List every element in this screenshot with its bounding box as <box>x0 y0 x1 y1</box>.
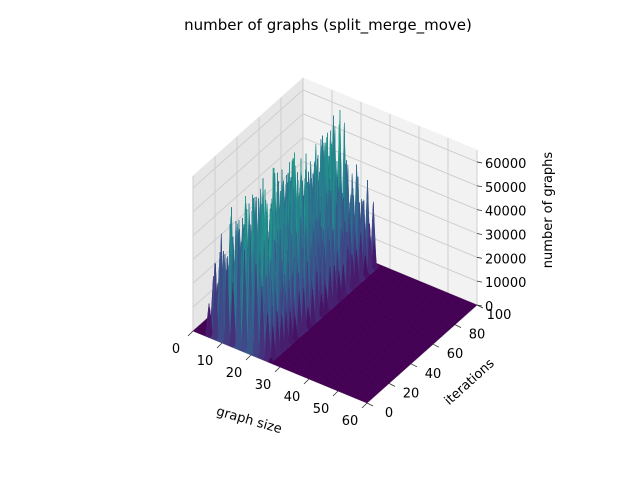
z-axis-label: number of graphs <box>541 152 556 269</box>
x-tick-mark <box>245 354 252 361</box>
x-tick-label: 30 <box>255 378 272 393</box>
grid-line-z <box>192 137 478 236</box>
y-tick-mark <box>366 402 374 407</box>
surface-plot <box>192 109 478 404</box>
z-tick-mark <box>476 304 483 307</box>
z-tick-mark <box>476 209 483 212</box>
y-tick-mark <box>388 383 396 387</box>
x-tick-label: 0 <box>172 342 180 357</box>
z-tick-mark <box>476 185 483 188</box>
y-tick-label: 0 <box>385 406 393 421</box>
z-tick-label: 30000 <box>485 228 526 243</box>
y-tick-mark <box>410 363 418 368</box>
x-tick-label: 20 <box>226 366 243 381</box>
z-tick-mark <box>476 256 483 259</box>
x-axis-label: graph size <box>214 404 283 437</box>
z-tick-label: 20000 <box>485 252 526 267</box>
x-tick-label: 50 <box>313 402 330 417</box>
z-tick-label: 0 <box>485 300 493 315</box>
y-tick-label: 80 <box>469 328 486 343</box>
x-tick-label: 10 <box>197 354 214 369</box>
x-tick-mark <box>303 378 310 385</box>
chart-title: number of graphs (split_merge_move) <box>184 16 472 35</box>
y-tick-mark <box>454 324 462 328</box>
grid-line-z <box>192 160 478 260</box>
y-tick-mark <box>432 343 440 348</box>
x-tick-mark <box>216 342 223 349</box>
y-tick-label: 100 <box>487 308 512 323</box>
x-tick-mark <box>274 366 281 373</box>
y-tick-label: 60 <box>447 347 464 362</box>
z-tick-mark <box>476 233 483 235</box>
y-tick-label: 40 <box>425 367 442 382</box>
x-tick-mark <box>332 390 339 397</box>
z-tick-mark <box>476 280 483 283</box>
surface-patch <box>363 399 370 404</box>
y-tick-label: 20 <box>403 386 420 401</box>
z-tick-label: 60000 <box>485 157 526 172</box>
x-tick-label: 60 <box>342 414 359 429</box>
grid-line-z <box>192 113 478 213</box>
z-tick-label: 50000 <box>485 181 526 196</box>
z-tick-mark <box>476 161 483 164</box>
y-axis-label: iterations <box>442 356 498 409</box>
z-tick-label: 40000 <box>485 205 526 220</box>
grid-line-z <box>192 89 478 189</box>
x-tick-mark <box>187 330 194 337</box>
x-tick-label: 40 <box>284 390 301 405</box>
x-tick-mark <box>361 402 368 409</box>
z-tick-label: 10000 <box>485 276 526 291</box>
axis-ticks: 0102030405060020406080100010000200003000… <box>172 157 527 429</box>
